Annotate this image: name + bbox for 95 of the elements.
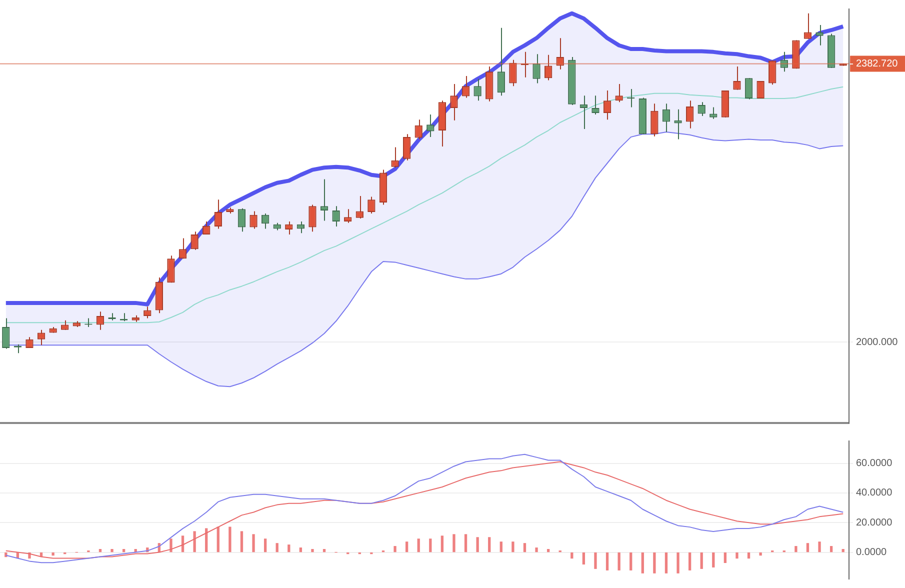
bar bbox=[464, 534, 468, 552]
bar bbox=[641, 552, 644, 574]
bar bbox=[193, 531, 196, 552]
y-tick-label: 0.0000 bbox=[856, 547, 888, 558]
candlestick bbox=[756, 81, 764, 98]
candlestick bbox=[144, 306, 152, 319]
bar bbox=[806, 543, 810, 552]
bar bbox=[405, 542, 408, 552]
candlestick bbox=[356, 195, 364, 220]
bar bbox=[653, 552, 656, 574]
bar bbox=[582, 552, 586, 564]
y-tick-label: 2000.000 bbox=[856, 336, 898, 348]
candlestick bbox=[780, 51, 788, 72]
candlestick bbox=[450, 83, 458, 121]
candlestick bbox=[2, 318, 10, 350]
bar bbox=[688, 552, 692, 570]
y-tick-label: 2382.720 bbox=[856, 58, 898, 70]
bar bbox=[664, 552, 668, 574]
bar bbox=[205, 528, 208, 552]
bar bbox=[535, 548, 538, 552]
bar bbox=[512, 542, 514, 552]
candlestick bbox=[426, 114, 434, 138]
candlestick bbox=[167, 255, 175, 284]
bar bbox=[240, 531, 244, 552]
candlestick bbox=[804, 12, 812, 40]
candlestick bbox=[627, 88, 635, 108]
bar bbox=[322, 548, 326, 552]
bar bbox=[500, 542, 502, 552]
candlestick bbox=[768, 60, 776, 86]
bar bbox=[52, 552, 54, 556]
candlestick bbox=[509, 59, 517, 87]
bar bbox=[394, 546, 396, 552]
candlestick bbox=[320, 178, 328, 222]
y-tick-label: 40.0000 bbox=[856, 488, 893, 499]
bar bbox=[488, 537, 491, 552]
candlestick bbox=[474, 78, 482, 102]
candlestick bbox=[96, 311, 104, 330]
y-tick-label: 60.0000 bbox=[856, 458, 893, 470]
bar bbox=[818, 542, 821, 552]
bar bbox=[594, 552, 597, 569]
bar bbox=[476, 537, 479, 552]
bar bbox=[606, 552, 609, 570]
candlestick bbox=[238, 208, 246, 232]
bar bbox=[830, 546, 833, 552]
bar bbox=[630, 552, 632, 570]
bar bbox=[299, 548, 302, 552]
candlestick bbox=[686, 100, 694, 129]
bar bbox=[311, 548, 314, 552]
bar bbox=[429, 538, 432, 552]
bar bbox=[618, 552, 620, 570]
bar bbox=[452, 534, 456, 552]
candlestick bbox=[214, 199, 222, 230]
bar bbox=[712, 552, 715, 568]
bar bbox=[676, 552, 680, 574]
bar bbox=[417, 538, 420, 552]
bar bbox=[700, 552, 703, 569]
candlestick bbox=[402, 134, 411, 161]
candlestick bbox=[592, 95, 600, 115]
candlestick bbox=[733, 66, 741, 90]
bar bbox=[288, 544, 290, 552]
y-tick-label: 20.0000 bbox=[856, 517, 893, 528]
candlestick bbox=[650, 103, 658, 137]
bar bbox=[122, 548, 126, 552]
bar bbox=[724, 552, 727, 564]
bar bbox=[216, 526, 220, 552]
candlestick bbox=[190, 231, 198, 250]
bar bbox=[228, 526, 232, 552]
bar bbox=[747, 552, 750, 559]
bar bbox=[794, 546, 798, 552]
candlestick bbox=[285, 220, 293, 236]
candlestick bbox=[532, 54, 540, 84]
candlestick bbox=[178, 238, 187, 260]
candlestick bbox=[497, 27, 505, 96]
bar bbox=[546, 548, 550, 552]
bar bbox=[570, 552, 574, 559]
candlestick bbox=[615, 83, 623, 103]
candlestick bbox=[744, 78, 753, 100]
bar bbox=[98, 548, 102, 552]
bar bbox=[170, 538, 172, 552]
candlestick bbox=[37, 329, 46, 346]
candlestick bbox=[344, 208, 352, 224]
bar bbox=[523, 543, 526, 552]
bar bbox=[252, 534, 255, 552]
bar bbox=[264, 538, 267, 552]
bar bbox=[110, 548, 114, 552]
bar bbox=[842, 548, 844, 552]
candlestick bbox=[462, 75, 470, 98]
bar bbox=[276, 543, 278, 552]
candlestick bbox=[308, 204, 316, 232]
candlestick bbox=[816, 24, 824, 46]
bar bbox=[759, 552, 762, 556]
bar bbox=[440, 536, 444, 552]
candlestick bbox=[556, 38, 564, 70]
bar bbox=[736, 552, 738, 559]
candlestick bbox=[391, 146, 399, 168]
